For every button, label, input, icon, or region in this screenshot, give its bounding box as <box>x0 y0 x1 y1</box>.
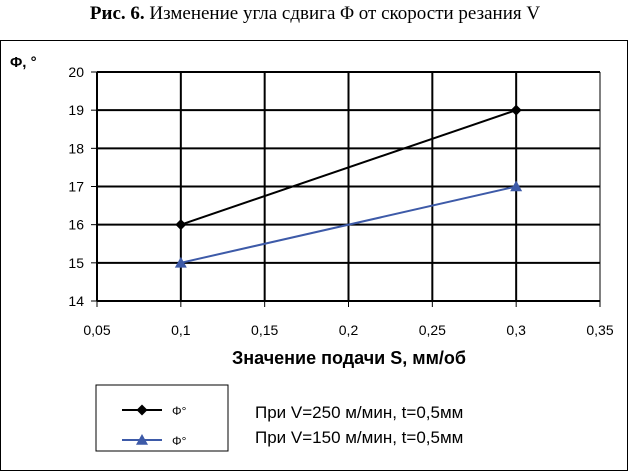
x-axis-label: Значение подачи S, мм/об <box>232 348 466 368</box>
series-line-0 <box>180 109 517 226</box>
y-tick-label-5: 19 <box>68 102 84 118</box>
legend-marker-1 <box>136 434 148 445</box>
x-tick-labels: 0,05 0,1 0,15 0,2 0,25 0,3 0,35 <box>83 322 613 338</box>
data-point-1-1 <box>510 180 523 192</box>
x-tick-label-0: 0,05 <box>83 322 110 338</box>
data-point-0-0 <box>175 219 187 231</box>
series-group <box>174 104 523 268</box>
x-tick-label-5: 0,3 <box>506 322 526 338</box>
y-tick-label-2: 16 <box>68 217 84 233</box>
legend-marker-0 <box>136 404 148 416</box>
legend-label-1: Φ° <box>172 434 187 448</box>
legend-box <box>95 384 229 452</box>
y-axis-label: Φ, ° <box>10 54 37 71</box>
y-tick-label-3: 17 <box>68 179 84 195</box>
y-tick-labels: 14 15 16 17 18 19 20 <box>68 64 84 309</box>
grid-lines <box>97 71 600 302</box>
chart-frame <box>0 40 628 471</box>
x-tick-label-4: 0,25 <box>419 322 446 338</box>
caption-prefix: Рис. 6. <box>89 3 145 24</box>
legend-label-0: Φ° <box>172 404 187 418</box>
y-tick-label-4: 18 <box>68 140 84 156</box>
data-point-0-1 <box>510 104 522 116</box>
y-tick-label-6: 20 <box>68 64 84 80</box>
note-line-2: При V=150 м/мин, t=0,5мм <box>255 428 463 447</box>
y-tick-label-0: 14 <box>68 293 84 309</box>
axes <box>91 71 601 307</box>
legend: Φ° Φ° <box>95 384 229 452</box>
data-point-1-0 <box>174 256 187 268</box>
caption-text: Изменение угла сдвига Φ от скорости реза… <box>149 3 541 24</box>
x-tick-label-6: 0,35 <box>586 322 613 338</box>
series-line-1 <box>180 185 517 264</box>
y-tick-label-1: 15 <box>68 255 84 271</box>
figure-caption: Рис. 6. Изменение угла сдвига Φ от скоро… <box>0 3 630 25</box>
x-tick-label-3: 0,2 <box>339 322 359 338</box>
x-tick-label-1: 0,1 <box>171 322 191 338</box>
x-tick-label-2: 0,15 <box>251 322 278 338</box>
note-line-1: При V=250 м/мин, t=0,5мм <box>255 403 463 422</box>
